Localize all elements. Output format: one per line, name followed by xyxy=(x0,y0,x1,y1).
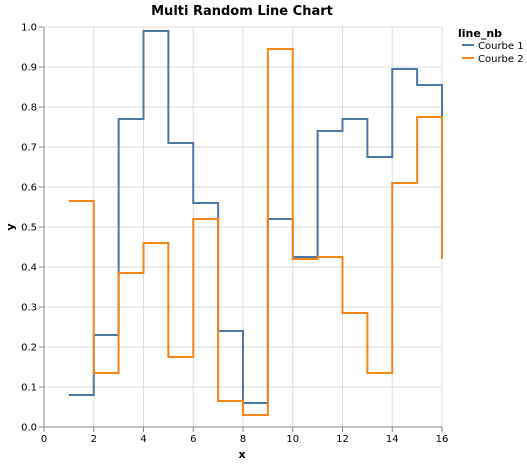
x-tick-label: 10 xyxy=(286,434,299,445)
legend-label: Courbe 1 xyxy=(478,41,524,52)
y-tick-label: 0.3 xyxy=(21,303,37,314)
legend: line_nb Courbe 1 Courbe 2 xyxy=(458,27,524,65)
legend-label: Courbe 2 xyxy=(478,54,524,65)
y-tick-label: 0.7 xyxy=(21,143,37,154)
x-tick-label: 14 xyxy=(386,434,399,445)
x-tick-label: 12 xyxy=(336,434,349,445)
series-line-2 xyxy=(68,48,443,416)
x-tick-label: 8 xyxy=(240,434,246,445)
y-tick-label: 1.0 xyxy=(21,23,37,34)
x-tick-label: 4 xyxy=(140,434,146,445)
y-axis-title: y xyxy=(4,223,17,230)
axes: 0 2 4 6 8 10 12 14 16 0.0 0.1 0.2 0.3 0.4 0.5 0.6 0.7 0.8… xyxy=(21,23,448,446)
chart-title: Multi Random Line Chart xyxy=(151,4,333,19)
y-tick-label: 0.2 xyxy=(21,343,37,354)
x-tick-label: 2 xyxy=(91,434,97,445)
x-tick-label: 6 xyxy=(190,434,196,445)
y-tick-label: 0.8 xyxy=(21,103,37,114)
y-tick-label: 0.9 xyxy=(21,63,37,74)
y-tick-label: 0.0 xyxy=(21,423,37,434)
legend-title: line_nb xyxy=(458,27,502,40)
y-tick-label: 0.5 xyxy=(21,223,37,234)
y-tick-label: 0.1 xyxy=(21,383,37,394)
x-tick-label: 16 xyxy=(436,434,449,445)
x-axis-title: x xyxy=(238,448,245,461)
y-tick-label: 0.4 xyxy=(21,263,37,274)
x-tick-label: 0 xyxy=(41,434,47,445)
y-tick-label: 0.6 xyxy=(21,183,37,194)
series-lines xyxy=(68,30,443,416)
